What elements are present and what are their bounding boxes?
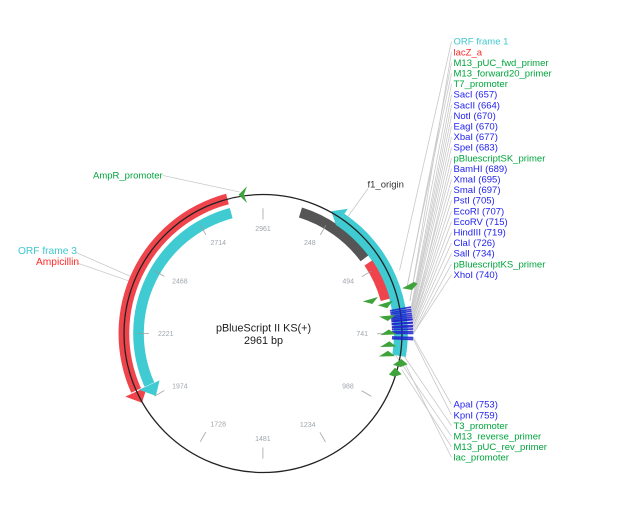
svg-text:SpeI (683): SpeI (683) [454,143,498,154]
svg-text:EcoRV (715): EcoRV (715) [454,217,508,228]
svg-text:248: 248 [304,240,316,247]
svg-text:pBluescriptSK_primer: pBluescriptSK_primer [454,153,546,164]
svg-text:pBluescriptKS_primer: pBluescriptKS_primer [454,259,546,270]
svg-text:M13_pUC_rev_primer: M13_pUC_rev_primer [454,442,547,453]
svg-text:2961 bp: 2961 bp [244,335,283,347]
svg-text:ORF frame 1: ORF frame 1 [454,37,509,48]
svg-text:741: 741 [356,331,368,338]
svg-text:2961: 2961 [255,226,271,233]
svg-text:2468: 2468 [172,278,188,285]
svg-text:f1_origin: f1_origin [368,180,404,191]
svg-text:494: 494 [342,279,354,286]
svg-text:BamHI (689): BamHI (689) [454,164,508,175]
svg-text:SacI (657): SacI (657) [454,90,498,101]
svg-text:XbaI (677): XbaI (677) [454,132,498,143]
svg-text:1481: 1481 [255,436,271,443]
svg-text:EcoRI (707): EcoRI (707) [454,206,505,217]
svg-text:2714: 2714 [211,240,227,247]
svg-text:KpnI (759): KpnI (759) [454,410,498,421]
svg-text:PstI (705): PstI (705) [454,196,495,207]
svg-text:T7_promoter: T7_promoter [454,79,508,90]
svg-text:SacII (664): SacII (664) [454,100,500,111]
svg-text:M13_forward20_primer: M13_forward20_primer [454,69,552,80]
svg-text:1728: 1728 [210,422,226,429]
svg-text:lac_promoter: lac_promoter [454,453,509,464]
svg-text:NotI (670): NotI (670) [454,111,496,122]
svg-text:ORF frame 3: ORF frame 3 [18,246,77,257]
svg-text:M13_pUC_fwd_primer: M13_pUC_fwd_primer [454,58,549,69]
svg-text:1974: 1974 [172,383,188,390]
svg-text:ClaI (726): ClaI (726) [454,238,496,249]
svg-text:AmpR_promoter: AmpR_promoter [93,171,163,182]
svg-text:M13_reverse_primer: M13_reverse_primer [454,432,542,443]
svg-text:SalI (734): SalI (734) [454,249,495,260]
svg-text:HindIII (719): HindIII (719) [454,228,506,239]
svg-text:pBlueScript II KS(+): pBlueScript II KS(+) [216,322,311,334]
svg-text:XhoI (740): XhoI (740) [454,270,498,281]
svg-text:2221: 2221 [158,331,174,338]
svg-text:SmaI (697): SmaI (697) [454,185,501,196]
svg-text:ApaI (753): ApaI (753) [454,400,498,411]
svg-text:lacZ_a: lacZ_a [454,47,483,58]
svg-text:EagI (670): EagI (670) [454,122,498,133]
svg-text:988: 988 [342,384,354,391]
svg-text:Ampicillin: Ampicillin [36,257,79,268]
svg-text:XmaI (695): XmaI (695) [454,175,501,186]
svg-text:T3_promoter: T3_promoter [454,421,508,432]
svg-text:1234: 1234 [300,422,316,429]
